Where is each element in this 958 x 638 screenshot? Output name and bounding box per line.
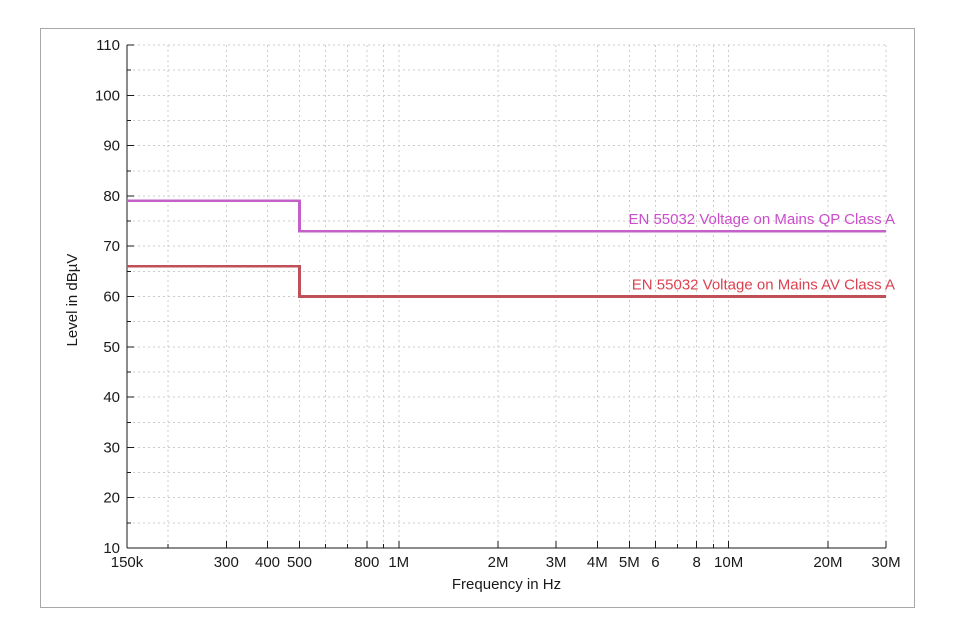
chart-frame bbox=[40, 28, 915, 608]
x-tick-label: 10M bbox=[714, 554, 743, 571]
series-line-1 bbox=[127, 264, 886, 298]
x-tick-label: 800 bbox=[354, 554, 379, 571]
y-tick-label: 20 bbox=[103, 490, 120, 507]
series-label-0: EN 55032 Voltage on Mains QP Class A bbox=[628, 211, 895, 228]
y-tick-label: 40 bbox=[103, 389, 120, 406]
x-tick-label: 8 bbox=[692, 554, 700, 571]
y-tick-label: 30 bbox=[103, 439, 120, 456]
tick-labels: 10 20 30 40 50 60 70 80 90 100 110 150k 300 400 500 800… bbox=[95, 37, 901, 571]
y-tick-label: 60 bbox=[103, 289, 120, 306]
y-tick-label: 90 bbox=[103, 138, 120, 155]
series-label-1: EN 55032 Voltage on Mains AV Class A bbox=[632, 277, 895, 294]
x-axis-title: Frequency in Hz bbox=[451, 576, 562, 593]
y-axis-title: Level in dBµV bbox=[64, 253, 81, 347]
x-tick-label: 30M bbox=[871, 554, 900, 571]
x-tick-label: 400 bbox=[255, 554, 280, 571]
y-tick-label: 100 bbox=[95, 87, 120, 104]
x-tick-label: 150k bbox=[111, 554, 144, 571]
y-tick-label: 50 bbox=[103, 339, 120, 356]
y-tick-label: 10 bbox=[103, 540, 120, 557]
x-tick-label: 4M bbox=[587, 554, 608, 571]
x-tick-label: 300 bbox=[214, 554, 239, 571]
y-tick-label: 70 bbox=[103, 238, 120, 255]
series-line-0 bbox=[127, 199, 886, 233]
x-tick-label: 500 bbox=[287, 554, 312, 571]
x-tick-label: 2M bbox=[488, 554, 509, 571]
x-tick-label: 3M bbox=[546, 554, 567, 571]
y-tick-label: 110 bbox=[96, 37, 120, 54]
x-tick-label: 5M bbox=[619, 554, 640, 571]
tick-marks bbox=[126, 44, 887, 549]
x-tick-label: 20M bbox=[813, 554, 842, 571]
x-tick-label: 1M bbox=[388, 554, 409, 571]
x-tick-label: 6 bbox=[651, 554, 659, 571]
y-tick-label: 80 bbox=[103, 188, 120, 205]
